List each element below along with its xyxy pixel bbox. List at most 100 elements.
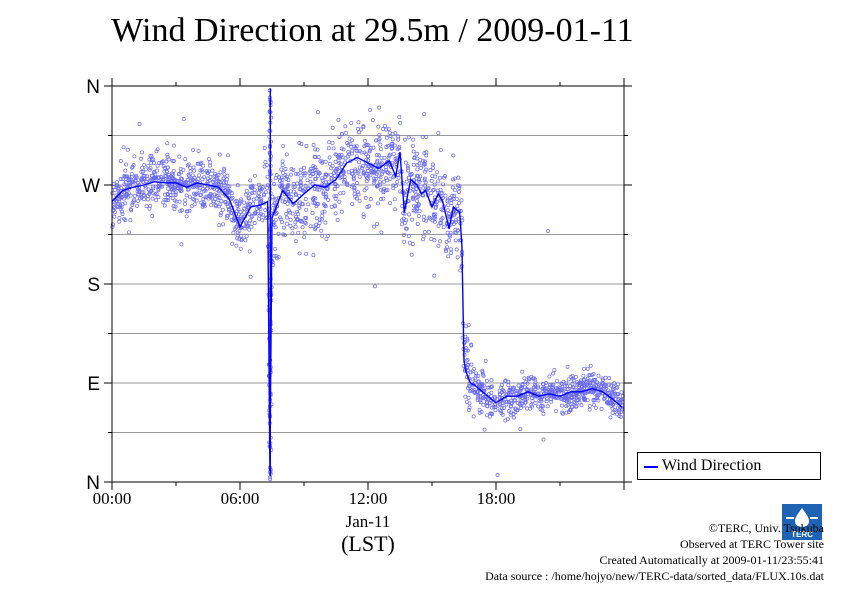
data-point — [246, 195, 251, 200]
data-point — [219, 199, 224, 204]
data-point — [482, 394, 487, 399]
data-point — [415, 222, 420, 226]
data-point — [128, 218, 133, 223]
data-point — [269, 115, 274, 120]
data-point — [497, 408, 502, 413]
data-point — [140, 165, 145, 170]
data-point — [555, 386, 560, 391]
data-point — [574, 375, 578, 379]
data-point — [412, 203, 417, 208]
data-point — [183, 198, 188, 203]
terc-logo: TERC — [782, 504, 822, 540]
data-point — [252, 173, 257, 178]
data-point — [162, 173, 167, 178]
data-point — [161, 200, 166, 205]
data-point — [352, 185, 357, 190]
data-point — [572, 400, 577, 405]
data-point — [118, 207, 123, 212]
data-point — [208, 195, 213, 200]
data-point — [371, 145, 376, 150]
data-point — [585, 382, 590, 387]
wind-direction-line — [111, 151, 623, 472]
data-point — [418, 166, 423, 171]
data-point — [184, 214, 189, 219]
y-tick-label: E — [87, 374, 100, 395]
data-point — [267, 128, 272, 133]
data-point — [481, 402, 486, 407]
data-point — [372, 171, 377, 176]
data-point — [334, 194, 339, 199]
data-point — [381, 190, 386, 195]
data-point — [617, 410, 622, 415]
data-point — [310, 182, 315, 186]
y-tick-label: N — [86, 473, 100, 494]
data-point — [421, 237, 425, 242]
data-point — [117, 219, 122, 224]
data-point — [453, 188, 457, 193]
data-point — [186, 162, 191, 167]
data-point — [192, 179, 197, 184]
data-point — [380, 169, 385, 174]
data-point — [165, 152, 170, 157]
data-point — [358, 127, 363, 132]
data-point — [593, 377, 598, 382]
data-point — [335, 184, 340, 189]
data-point — [248, 178, 253, 183]
data-point — [279, 185, 284, 190]
data-point — [573, 404, 578, 409]
data-point — [201, 197, 206, 201]
data-point — [585, 366, 590, 371]
data-point — [239, 233, 244, 238]
data-point — [262, 201, 267, 206]
data-point — [298, 219, 303, 224]
data-point — [274, 210, 279, 215]
data-point — [416, 214, 421, 219]
data-point — [295, 209, 300, 214]
data-point — [570, 387, 575, 392]
data-point — [472, 366, 477, 371]
data-point — [151, 157, 156, 162]
data-point — [509, 398, 513, 403]
data-point — [226, 153, 230, 158]
data-point — [604, 400, 609, 405]
data-point — [591, 402, 596, 407]
data-point — [392, 197, 397, 202]
data-point — [177, 154, 182, 159]
data-point — [599, 407, 604, 411]
data-point — [337, 199, 342, 204]
data-point — [586, 373, 591, 378]
data-point — [339, 153, 344, 157]
data-point — [319, 228, 324, 233]
data-point — [154, 191, 159, 196]
data-point — [137, 189, 142, 194]
data-point — [565, 398, 570, 403]
data-point — [156, 188, 161, 193]
data-point — [243, 238, 248, 243]
data-point — [382, 155, 387, 160]
data-point — [230, 241, 235, 246]
data-point — [422, 112, 427, 117]
data-point — [415, 167, 420, 172]
data-point — [139, 190, 144, 195]
data-point — [565, 364, 570, 369]
data-point — [168, 193, 173, 197]
data-point — [365, 176, 369, 180]
data-point — [357, 160, 362, 165]
data-point — [355, 181, 359, 185]
data-point — [416, 178, 421, 183]
data-point — [378, 182, 383, 187]
data-point — [253, 211, 258, 216]
data-point — [612, 390, 617, 395]
data-point — [374, 153, 379, 158]
data-point — [372, 176, 376, 181]
data-point — [314, 167, 319, 172]
data-point — [317, 187, 322, 192]
data-point — [247, 212, 252, 217]
data-point — [585, 376, 590, 381]
data-point — [560, 403, 564, 408]
data-point — [474, 373, 479, 378]
data-point — [476, 373, 481, 378]
data-point — [333, 211, 338, 216]
data-point — [285, 221, 289, 226]
data-point — [145, 197, 150, 202]
